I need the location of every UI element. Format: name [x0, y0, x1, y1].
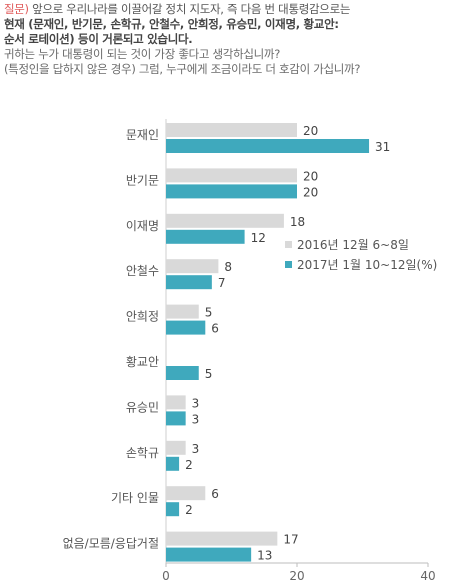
- category-label: 황교안: [126, 355, 159, 369]
- category-label: 안희정: [126, 310, 159, 324]
- category-label: 이재명: [126, 219, 159, 233]
- legend-label: 2017년 1월 10~12일(%): [297, 258, 437, 272]
- legend-label: 2016년 12월 6~8일: [297, 238, 409, 252]
- bar-2016: [166, 304, 199, 319]
- bar-2017: [166, 320, 206, 335]
- data-label: 3: [192, 412, 200, 426]
- question-line-3: 순서 로테이션) 등이 거론되고 있습니다.: [4, 32, 193, 46]
- bar-2016: [166, 486, 206, 501]
- data-label: 6: [211, 322, 219, 336]
- question-line-4: 귀하는 누가 대통령이 되는 것이 가장 좋다고 생각하십니까?: [4, 47, 281, 61]
- bar-2017: [166, 184, 297, 199]
- data-label: 5: [205, 367, 213, 381]
- data-label: 6: [211, 487, 219, 501]
- bar-2016: [166, 213, 284, 228]
- data-label: 5: [205, 306, 213, 320]
- data-label: 3: [192, 442, 200, 456]
- question-line-2: 현재 (문재인, 반기문, 손학규, 안철수, 안희정, 유승민, 이재명, 황…: [4, 17, 339, 31]
- category-label: 없음/모름/응답거절: [63, 537, 159, 551]
- bar-2016: [166, 395, 186, 410]
- x-tick-label: 0: [162, 569, 170, 583]
- data-label: 7: [218, 276, 226, 290]
- bar-2016: [166, 259, 219, 274]
- bar-2017: [166, 139, 370, 153]
- category-label: 안철수: [126, 264, 159, 278]
- data-label: 18: [290, 215, 305, 229]
- data-label: 2: [185, 458, 193, 472]
- data-label: 13: [257, 549, 272, 563]
- bar-2016: [166, 531, 278, 546]
- bar-2016: [166, 168, 297, 183]
- data-label: 17: [283, 533, 298, 547]
- data-label: 3: [192, 396, 200, 410]
- data-label: 20: [303, 124, 318, 138]
- category-label: 문재인: [126, 128, 159, 142]
- bar-2017: [166, 275, 212, 290]
- bar-2017: [166, 229, 245, 244]
- data-label: 31: [375, 140, 390, 154]
- question-line-5: (특정인을 답하지 않은 경우) 그럼, 누구에게 조금이라도 더 호감이 가십…: [4, 62, 361, 76]
- question-line-1: 질문) 앞으로 우리나라를 이끌어갈 정치 지도자, 즉 다음 번 대통령감으로…: [4, 2, 468, 17]
- category-label: 반기문: [126, 173, 159, 187]
- category-label: 유승민: [126, 400, 159, 414]
- bar-2016: [166, 123, 297, 137]
- data-label: 2: [185, 503, 193, 517]
- x-tick-label: 20: [289, 569, 304, 583]
- data-label: 20: [303, 185, 318, 199]
- data-label: 20: [303, 169, 318, 183]
- bar-2017: [166, 456, 180, 471]
- survey-question: 질문) 앞으로 우리나라를 이끌어갈 정치 지도자, 즉 다음 번 대통령감으로…: [4, 2, 468, 77]
- category-label: 기타 인물: [111, 491, 159, 505]
- x-tick-label: 40: [420, 569, 435, 583]
- category-label: 손학규: [126, 446, 159, 460]
- bar-2017: [166, 547, 252, 562]
- bar-2016: [166, 440, 186, 455]
- bar-2017: [166, 502, 180, 517]
- question-text-1: 앞으로 우리나라를 이끌어갈 정치 지도자, 즉 다음 번 대통령감으로는: [32, 2, 351, 16]
- data-label: 12: [251, 231, 266, 245]
- bar-2017: [166, 366, 199, 380]
- data-label: 8: [224, 260, 232, 274]
- question-prefix: 질문): [4, 2, 29, 16]
- legend-swatch: [285, 241, 292, 248]
- legend-swatch: [285, 261, 292, 268]
- bar-2017: [166, 411, 186, 426]
